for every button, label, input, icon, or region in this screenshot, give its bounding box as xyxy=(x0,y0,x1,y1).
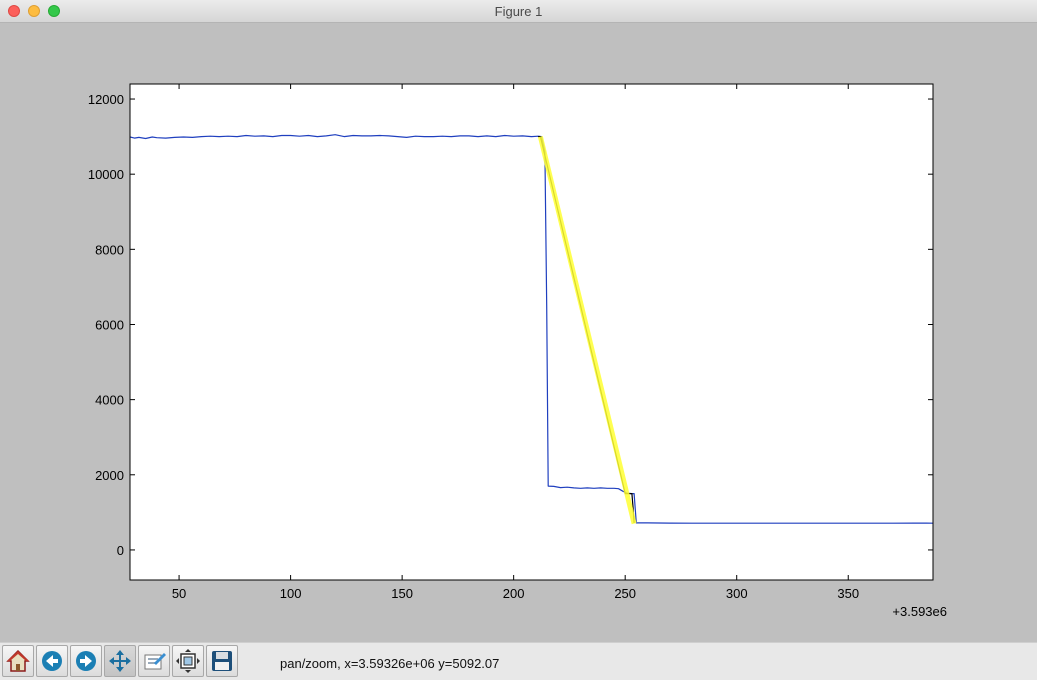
save-button[interactable] xyxy=(206,645,238,677)
x-tick-label: 50 xyxy=(172,586,186,601)
y-tick-label: 10000 xyxy=(88,167,124,182)
y-tick-label: 6000 xyxy=(95,317,124,332)
x-tick-label: 150 xyxy=(391,586,413,601)
subplots-config-icon xyxy=(176,649,200,673)
window-titlebar: Figure 1 xyxy=(0,0,1037,23)
close-window-button[interactable] xyxy=(8,5,20,17)
maximize-window-button[interactable] xyxy=(48,5,60,17)
y-tick-label: 12000 xyxy=(88,92,124,107)
figure-canvas[interactable]: 50 100 150 200 250 300 350 0 2000 4000 6000 8000 100… xyxy=(0,23,1037,642)
back-arrow-icon xyxy=(42,651,62,671)
minimize-window-button[interactable] xyxy=(28,5,40,17)
forward-button[interactable] xyxy=(70,645,102,677)
home-icon xyxy=(6,649,30,672)
status-readout: pan/zoom, x=3.59326e+06 y=5092.07 xyxy=(280,656,500,671)
series-line-1 xyxy=(130,134,933,524)
forward-arrow-icon xyxy=(76,651,96,671)
x-tick-label: 300 xyxy=(726,586,748,601)
x-tick-label: 250 xyxy=(614,586,636,601)
plot-area xyxy=(130,84,933,580)
pan-icon xyxy=(109,650,131,672)
back-button[interactable] xyxy=(36,645,68,677)
y-tick-label: 8000 xyxy=(95,242,124,257)
pan-button[interactable] xyxy=(104,645,136,677)
line-chart[interactable]: 50 100 150 200 250 300 350 0 2000 4000 6000 8000 100… xyxy=(0,23,1037,642)
x-offset-label: +3.593e6 xyxy=(892,604,947,619)
x-tick-label: 350 xyxy=(837,586,859,601)
y-tick-label: 2000 xyxy=(95,468,124,483)
x-tick-label: 200 xyxy=(503,586,525,601)
series-line-3 xyxy=(537,136,637,525)
zoom-button[interactable] xyxy=(138,645,170,677)
save-icon xyxy=(212,651,232,671)
y-tick-label: 4000 xyxy=(95,393,124,408)
window-title: Figure 1 xyxy=(494,4,543,19)
subplots-button[interactable] xyxy=(172,645,204,677)
axes-frame xyxy=(129,83,934,581)
home-button[interactable] xyxy=(2,645,34,677)
zoom-rect-icon xyxy=(144,653,166,670)
x-tick-label: 100 xyxy=(280,586,302,601)
y-tick-label: 0 xyxy=(117,543,124,558)
navigation-toolbar: pan/zoom, x=3.59326e+06 y=5092.07 xyxy=(0,642,1037,680)
